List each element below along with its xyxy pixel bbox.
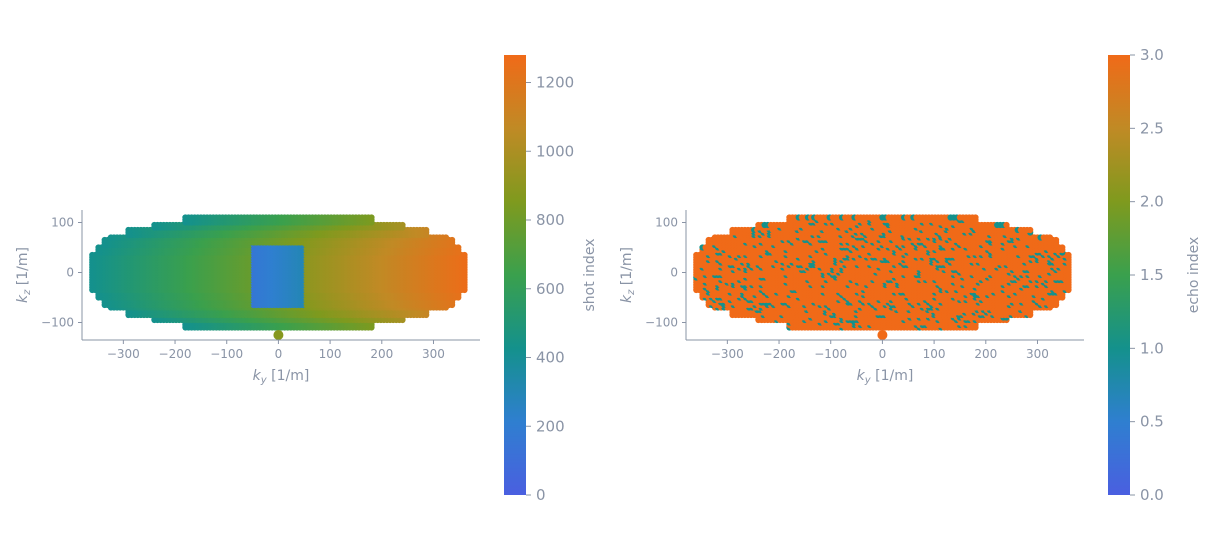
scatter-points [693, 214, 1072, 340]
data-point [273, 330, 284, 340]
colorbar: 0 200 400 600 800 1000 1200 shot index [504, 55, 598, 504]
colorbar-ticks: 0 200 400 600 800 1000 1200 [526, 74, 574, 504]
data-point [442, 234, 449, 241]
data-point [399, 221, 406, 229]
x-tick-label: −100 [210, 347, 243, 361]
colorbar-tick-label: 200 [536, 417, 565, 435]
y-tick-label: −100 [41, 316, 74, 330]
y-tick-label: 0 [66, 266, 74, 280]
colorbar-tick-label: 0 [536, 486, 546, 504]
x-tick-label: 200 [370, 347, 393, 361]
x-tick-label: −200 [159, 347, 192, 361]
data-point [368, 214, 375, 221]
colorbar-tick-label: 400 [536, 349, 565, 367]
colorbar-tick-label: 600 [536, 280, 565, 298]
x-tick-label: 0 [275, 347, 283, 361]
colorbar-tick-label: 800 [536, 211, 565, 229]
scatter-points [89, 214, 468, 340]
x-tick-label: 100 [319, 347, 342, 361]
data-point [455, 244, 462, 251]
colorbar-tick-label: 1000 [536, 142, 574, 160]
colorbar-label: shot index [582, 239, 598, 312]
data-point [449, 236, 456, 244]
y-tick-label: 100 [51, 216, 74, 230]
colorbar-tick-label: 1200 [536, 74, 574, 92]
x-tick-label: −300 [107, 347, 140, 361]
y-axis-label: kz [1/m] [15, 247, 33, 303]
data-point [423, 226, 430, 234]
colorbar-gradient [504, 55, 526, 495]
x-axis-label: ky [1/m] [253, 368, 310, 386]
data-point [461, 251, 468, 259]
x-tick-label: 300 [422, 347, 445, 361]
